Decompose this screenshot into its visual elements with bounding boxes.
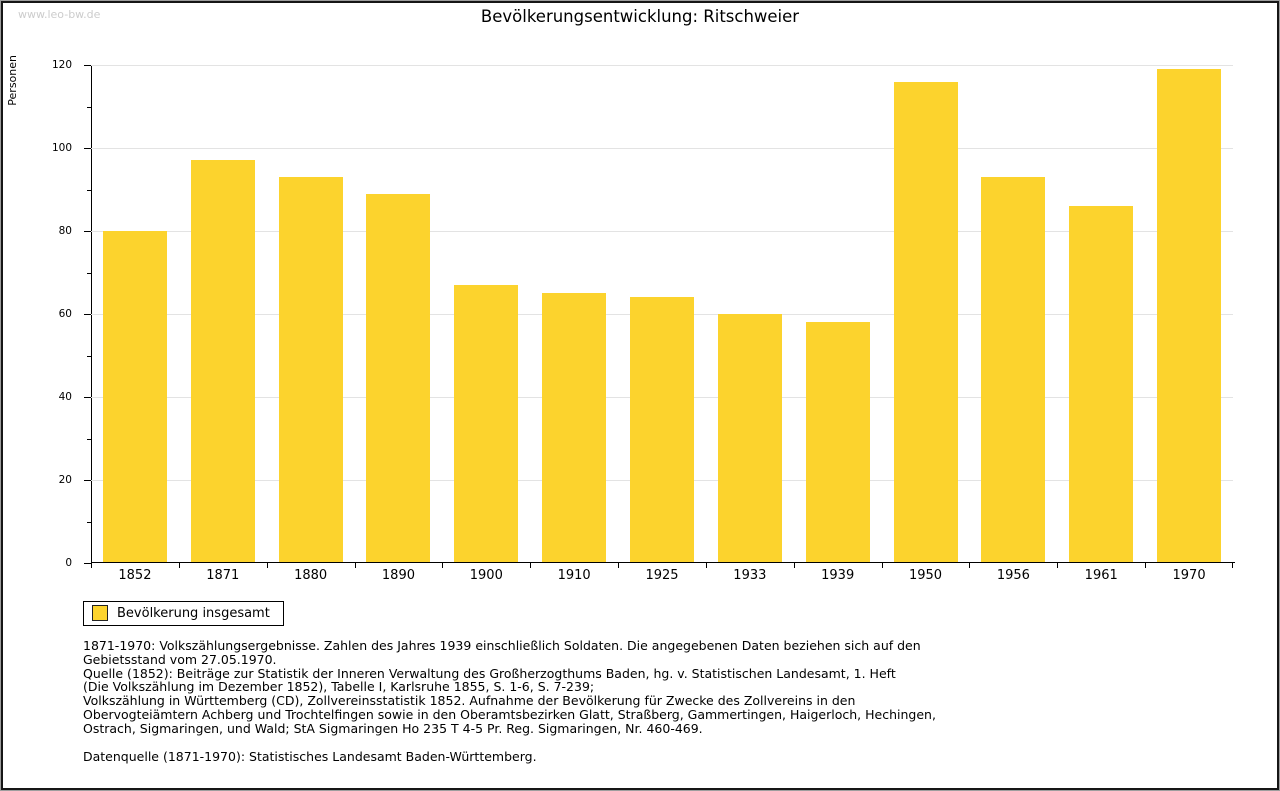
x-tick-label: 1956 <box>996 568 1030 583</box>
y-major-tick <box>84 314 91 315</box>
x-tick-label: 1890 <box>381 568 415 583</box>
bar-1950 <box>893 81 958 562</box>
source-note-line: 1871-1970: Volkszählungsergebnisse. Zahl… <box>83 638 921 653</box>
x-tick-label: 1925 <box>645 568 679 583</box>
bar-1900 <box>454 284 519 562</box>
legend-swatch-icon <box>92 605 108 621</box>
source-note-line: Gebietsstand vom 27.05.1970. <box>83 651 277 667</box>
y-minor-tick <box>87 521 91 523</box>
legend-label: Bevölkerung insgesamt <box>117 605 270 621</box>
y-tick-label: 40 <box>58 391 72 403</box>
x-tick-label: 1852 <box>118 568 152 583</box>
source-note-line: Obervogteiämtern Achberg und Trochtelfin… <box>83 706 936 722</box>
source-note-line: (Die Volkszählung im Dezember 1852), Tab… <box>83 679 595 695</box>
y-minor-tick <box>87 355 91 357</box>
y-minor-tick <box>87 189 91 191</box>
x-tick-label: 1970 <box>1172 568 1206 583</box>
x-tick-label: 1950 <box>908 568 943 583</box>
x-boundary-tick <box>179 563 180 568</box>
y-tick-label: 0 <box>65 557 72 569</box>
y-major-tick <box>84 65 91 66</box>
y-tick-label: 120 <box>51 59 72 71</box>
source-note-line: Ostrach, Sigmaringen, und Wald; StA Sigm… <box>83 720 703 736</box>
x-boundary-tick <box>91 563 92 568</box>
y-axis-tick-labels: 0 20 40 60 80 100 120 <box>3 59 83 569</box>
x-boundary-tick <box>1232 563 1233 568</box>
y-major-tick <box>84 563 91 564</box>
x-boundary-tick <box>442 563 443 568</box>
bar-1880 <box>278 177 343 562</box>
x-boundary-tick <box>355 563 356 568</box>
x-tick-label: 1871 <box>206 568 240 583</box>
source-note-line: Quelle (1852): Beiträge zur Statistik de… <box>83 665 896 681</box>
source-note-line: Volkszählung in Württemberg (CD), Zollve… <box>83 693 856 709</box>
bar-1925 <box>630 297 694 562</box>
bar-1939 <box>805 322 870 562</box>
y-minor-tick <box>87 106 91 108</box>
y-minor-tick <box>87 438 91 440</box>
x-boundary-tick <box>882 563 883 568</box>
bar-1890 <box>366 193 431 562</box>
x-boundary-tick <box>618 563 619 568</box>
x-boundary-tick <box>1145 563 1146 568</box>
bar-1852 <box>102 231 167 562</box>
x-tick-label: 1933 <box>733 568 767 583</box>
gridline <box>91 231 1233 232</box>
y-minor-tick <box>87 272 91 274</box>
x-boundary-tick <box>1057 563 1058 568</box>
x-boundary-tick <box>530 563 531 568</box>
bar-1910 <box>542 293 607 562</box>
bar-1956 <box>981 177 1046 562</box>
x-boundary-tick <box>706 563 707 568</box>
x-tick-label: 1910 <box>557 568 591 583</box>
x-axis-tick-labels: 1852 1871 1880 1890 1900 1910 1925 1933 1939 1950… <box>91 568 1233 586</box>
y-major-tick <box>84 148 91 149</box>
x-tick-label: 1900 <box>469 568 503 583</box>
bar-1970 <box>1157 69 1222 562</box>
x-tick-label: 1880 <box>294 568 328 583</box>
plot-area <box>84 65 1235 568</box>
y-tick-label: 60 <box>58 308 72 320</box>
bar-1871 <box>190 160 255 562</box>
chart-title: Bevölkerungsentwicklung: Ritschweier <box>480 7 800 26</box>
bar-1961 <box>1069 206 1134 562</box>
watermark: www.leo-bw.de <box>18 8 101 21</box>
gridline <box>91 65 1233 66</box>
y-major-tick <box>84 231 91 232</box>
y-tick-label: 20 <box>58 474 72 486</box>
x-axis-line <box>91 562 1235 563</box>
y-major-tick <box>84 397 91 398</box>
x-boundary-tick <box>267 563 268 568</box>
legend: Bevölkerung insgesamt <box>83 601 284 626</box>
y-tick-label: 100 <box>51 142 72 154</box>
bar-1933 <box>717 314 782 562</box>
x-boundary-tick <box>969 563 970 568</box>
source-notes: 1871-1970: Volkszählungsergebnisse. Zahl… <box>83 639 936 763</box>
gridline <box>91 148 1233 149</box>
y-major-tick <box>84 480 91 481</box>
x-tick-label: 1939 <box>821 568 855 583</box>
y-tick-label: 80 <box>58 225 72 237</box>
x-tick-label: 1961 <box>1084 568 1118 583</box>
data-source-line: Datenquelle (1871-1970): Statistisches L… <box>83 748 537 764</box>
x-boundary-tick <box>794 563 795 568</box>
